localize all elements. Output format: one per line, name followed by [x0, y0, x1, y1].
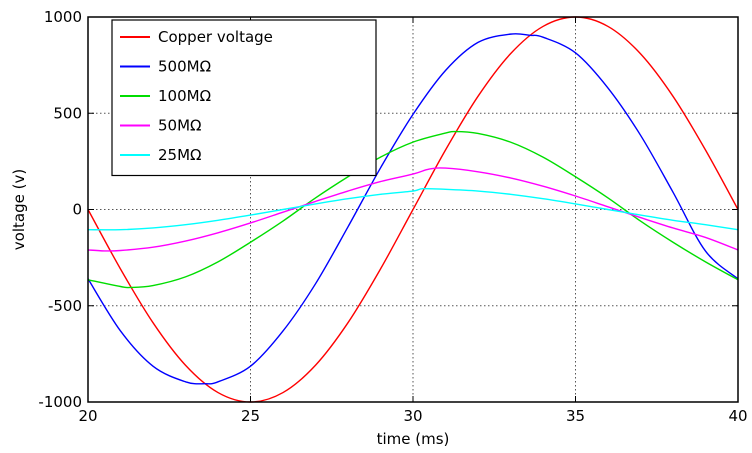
x-tick-label: 25 — [241, 407, 260, 425]
legend-label: 50MΩ — [158, 117, 202, 135]
y-tick-label: 1000 — [44, 8, 82, 26]
legend-label: Copper voltage — [158, 28, 273, 46]
series-line-1 — [87, 33, 739, 385]
x-tick-label: 35 — [566, 407, 585, 425]
legend-label: 500MΩ — [158, 58, 211, 76]
series-line-2 — [87, 130, 739, 289]
series-line-3 — [87, 167, 739, 252]
y-tick-label: 500 — [53, 104, 82, 122]
legend-label: 100MΩ — [158, 87, 211, 105]
y-tick-label: -500 — [48, 297, 82, 315]
legend-label: 25MΩ — [158, 146, 202, 164]
y-axis-label: voltage (v) — [10, 169, 28, 250]
y-tick-label: -1000 — [38, 393, 82, 411]
x-tick-label: 30 — [403, 407, 422, 425]
series-lines — [87, 16, 739, 403]
x-axis-label: time (ms) — [377, 430, 450, 448]
y-tick-label: 0 — [72, 201, 82, 219]
x-tick-label: 20 — [78, 407, 97, 425]
axis-ticks: 20 25 30 35 40 -1000 -500 0 500 1000 — [38, 8, 747, 425]
legend: Copper voltage 500MΩ 100MΩ 50MΩ 25MΩ — [111, 19, 377, 177]
series-line-0 — [87, 16, 739, 403]
series-line-4 — [87, 187, 739, 231]
x-tick-label: 40 — [728, 407, 747, 425]
legend-box — [111, 19, 377, 177]
